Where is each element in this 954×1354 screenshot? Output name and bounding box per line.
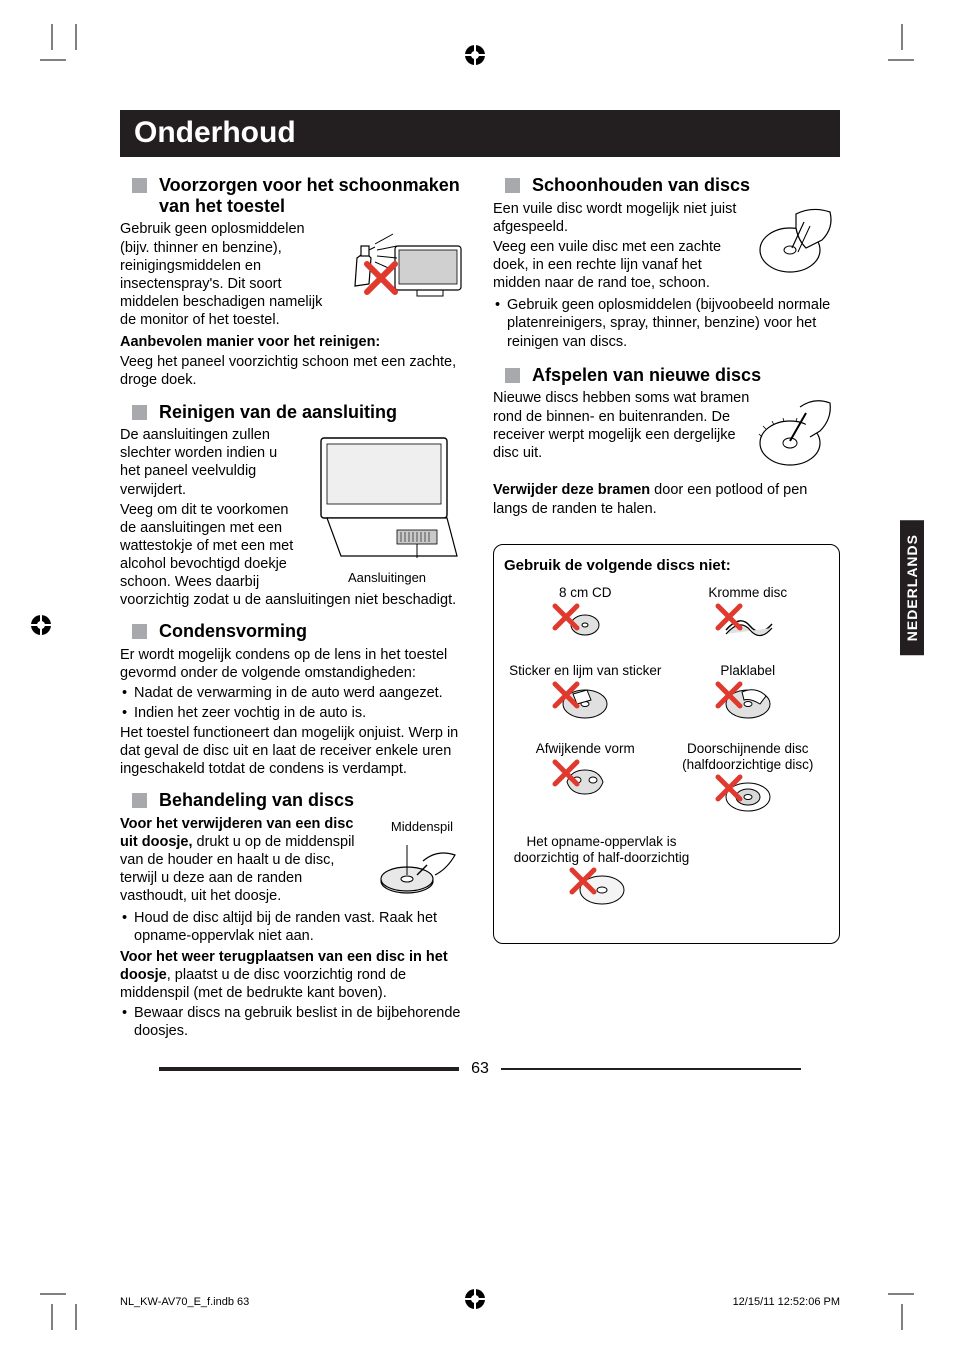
crop-mark <box>64 24 104 74</box>
left-column: Voorzorgen voor het schoonmaken van het … <box>120 169 467 1042</box>
page-title: Onderhoud <box>120 110 840 157</box>
section-title: Schoonhouden van discs <box>532 175 750 196</box>
section-title: Reinigen van de aansluiting <box>159 402 397 423</box>
body-bold: Verwijder deze bramen <box>493 482 650 498</box>
body-bold: Aanbevolen manier voor het reinigen: <box>120 333 467 351</box>
section-title: Condensvorming <box>159 621 307 642</box>
disc-clear-icon <box>574 870 630 913</box>
list-item: Houd de disc altijd bij de randen vast. … <box>120 909 467 945</box>
body-text: Verwijder deze bramen door een potlood o… <box>493 481 840 517</box>
section-bullet-icon <box>132 405 147 420</box>
body-text: Veeg het paneel voorzichtig schoon met e… <box>120 353 467 389</box>
section-heading: Behandeling van discs <box>120 790 467 811</box>
disc-warped-icon <box>720 606 776 649</box>
disc-shape-icon <box>557 762 613 805</box>
page-number-value: 63 <box>471 1060 489 1077</box>
section-title: Voorzorgen voor het schoonmaken van het … <box>159 175 467 216</box>
footer: NL_KW-AV70_E_f.indb 63 12/15/11 12:52:06… <box>120 1296 840 1308</box>
disc-item: Plaklabel <box>667 663 830 727</box>
body-text: Het toestel functioneert dan mogelijk on… <box>120 724 467 778</box>
spray-illustration <box>337 220 467 316</box>
disc-label: Plaklabel <box>667 663 830 679</box>
new-disc-illustration <box>756 389 840 475</box>
section-bullet-icon <box>132 793 147 808</box>
disc-label: Kromme disc <box>667 585 830 601</box>
disc-warning-box: Gebruik de volgende discs niet: 8 cm CD … <box>493 544 840 944</box>
page-content: Onderhoud Voorzorgen voor het schoonmake… <box>120 110 840 1078</box>
footer-timestamp: 12/15/11 12:52:06 PM <box>733 1296 840 1308</box>
footer-file: NL_KW-AV70_E_f.indb 63 <box>120 1296 249 1308</box>
disc-sticker-icon <box>557 684 613 727</box>
spindle-illustration: Middenspil <box>377 815 467 903</box>
disc-item: Sticker en lijm van sticker <box>504 663 667 727</box>
box-title: Gebruik de volgende discs niet: <box>504 557 829 576</box>
crop-mark <box>874 24 914 74</box>
list-item: Gebruik geen oplosmiddelen (bijvoobeeld … <box>493 296 840 350</box>
section-bullet-icon <box>132 178 147 193</box>
section-bullet-icon <box>132 624 147 639</box>
crop-mark <box>874 1280 914 1330</box>
disc-label: 8 cm CD <box>504 585 667 601</box>
disc-item: Afwijkende vorm <box>504 741 667 820</box>
wipe-disc-illustration <box>756 200 840 280</box>
registration-mark-top <box>460 40 490 70</box>
disc-label: Het opname-oppervlak is doorzichtig of h… <box>504 834 699 865</box>
disc-label: Sticker en lijm van sticker <box>504 663 667 679</box>
disc-label: Doorschijnende disc (halfdoorzichtige di… <box>667 741 830 772</box>
section-title: Afspelen van nieuwe discs <box>532 365 761 386</box>
disc-item: Het opname-oppervlak is doorzichtig of h… <box>504 834 699 913</box>
list-item: Bewaar discs na gebruik beslist in de bi… <box>120 1004 467 1040</box>
connector-illustration: Aansluitingen <box>307 426 467 586</box>
section-bullet-icon <box>505 368 520 383</box>
section-heading: Condensvorming <box>120 621 467 642</box>
list-item: Nadat de verwarming in de auto werd aang… <box>120 684 467 702</box>
section-title: Behandeling van discs <box>159 790 354 811</box>
language-tab: NEDERLANDS <box>900 520 924 655</box>
registration-mark-left <box>26 610 56 640</box>
list-item: Indien het zeer vochtig in de auto is. <box>120 704 467 722</box>
disc-8cm-icon <box>557 606 613 649</box>
section-heading: Afspelen van nieuwe discs <box>493 365 840 386</box>
disc-item: Kromme disc <box>667 585 830 649</box>
disc-label-icon <box>720 684 776 727</box>
right-column: Schoonhouden van discs Een vuile disc wo… <box>493 169 840 1042</box>
disc-item: 8 cm CD <box>504 585 667 649</box>
page-number: 63 <box>120 1060 840 1078</box>
section-bullet-icon <box>505 178 520 193</box>
body-text: Er wordt mogelijk condens op de lens in … <box>120 646 467 682</box>
section-heading: Reinigen van de aansluiting <box>120 402 467 423</box>
illustration-caption: Aansluitingen <box>307 570 467 586</box>
crop-mark <box>64 1280 104 1330</box>
section-heading: Schoonhouden van discs <box>493 175 840 196</box>
illustration-caption: Middenspil <box>377 819 467 835</box>
disc-transparent-icon <box>720 777 776 820</box>
body-text: Voor het weer terugplaatsen van een disc… <box>120 948 467 1002</box>
disc-item: Doorschijnende disc (halfdoorzichtige di… <box>667 741 830 820</box>
section-heading: Voorzorgen voor het schoonmaken van het … <box>120 175 467 216</box>
disc-label: Afwijkende vorm <box>504 741 667 757</box>
